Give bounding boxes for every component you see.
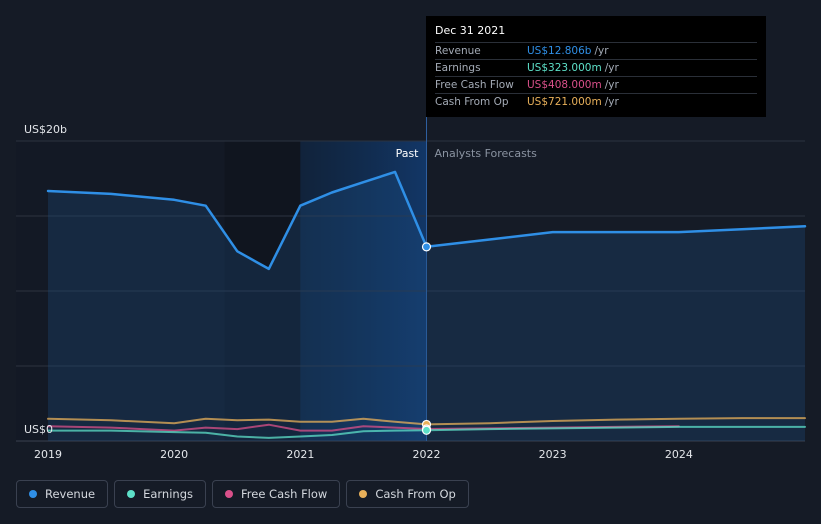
- legend-label: Earnings: [143, 487, 193, 501]
- revenue-line-past: [46, 170, 428, 271]
- free-cash-flow-dot-icon: [225, 490, 233, 498]
- tooltip-row: Earnings US$323.000m /yr: [435, 59, 757, 76]
- axis-labels: US$20b US$0 Past Analysts Forecasts 2019 2020…: [24, 123, 693, 461]
- tooltip: Dec 31 2021 Revenue US$12.806b /yr Earni…: [426, 16, 766, 117]
- legend-label: Cash From Op: [375, 487, 456, 501]
- forecast-label: Analysts Forecasts: [435, 147, 538, 160]
- tooltip-unit: /yr: [604, 62, 619, 74]
- revenue-line-forecast: [425, 225, 807, 249]
- cash-from-op-line-past: [47, 417, 428, 426]
- tooltip-value: US$721.000m: [527, 96, 602, 108]
- tooltip-row: Cash From Op US$721.000m /yr: [435, 93, 757, 110]
- tooltip-label: Free Cash Flow: [435, 79, 514, 91]
- legend-label: Revenue: [45, 487, 96, 501]
- tooltip-value: US$12.806b: [527, 45, 592, 57]
- legend-item-revenue[interactable]: Revenue: [16, 480, 109, 508]
- x-tick-label: 2020: [160, 448, 188, 461]
- tooltip-row: Free Cash Flow US$408.000m /yr: [435, 76, 757, 93]
- earnings-line-forecast: [425, 425, 806, 432]
- earnings-marker: [421, 425, 432, 435]
- tooltip-label: Cash From Op: [435, 96, 509, 108]
- tooltip-date: Dec 31 2021: [435, 24, 506, 37]
- legend-item-free-cash-flow[interactable]: Free Cash Flow: [212, 480, 341, 508]
- x-tick-label: 2019: [34, 448, 62, 461]
- tooltip-row: Revenue US$12.806b /yr: [435, 42, 757, 59]
- cash-from-op-line-forecast: [425, 417, 806, 426]
- y-axis-top-label: US$20b: [24, 123, 67, 136]
- x-tick-label: 2021: [286, 448, 314, 461]
- tooltip-unit: /yr: [604, 79, 619, 91]
- tooltip-label: Earnings: [435, 62, 481, 74]
- legend-label: Free Cash Flow: [241, 487, 328, 501]
- legend-item-cash-from-op[interactable]: Cash From Op: [346, 480, 469, 508]
- legend: Revenue Earnings Free Cash Flow Cash Fro…: [16, 480, 469, 508]
- earnings-dot-icon: [127, 490, 136, 498]
- revenue-dot-icon: [29, 490, 37, 498]
- free-cash-flow-line-past: [47, 423, 428, 432]
- x-tick-label: 2022: [413, 448, 441, 461]
- tooltip-label: Revenue: [435, 45, 481, 57]
- revenue-area: [48, 171, 805, 441]
- revenue-marker: [421, 242, 432, 252]
- x-tick-label: 2023: [539, 448, 567, 461]
- past-label: Past: [396, 147, 420, 160]
- tooltip-value: US$323.000m: [527, 62, 602, 74]
- tooltip-unit: /yr: [594, 45, 609, 57]
- series-layer: [46, 170, 807, 441]
- legend-item-earnings[interactable]: Earnings: [114, 480, 206, 508]
- chart: US$20b US$0 Past Analysts Forecasts 2019 2020…: [16, 16, 807, 461]
- tooltip-unit: /yr: [604, 96, 619, 108]
- x-tick-label: 2024: [665, 448, 693, 461]
- cash-from-op-dot-icon: [359, 490, 368, 498]
- y-axis-bottom-label: US$0: [24, 423, 53, 436]
- earnings-line-past: [47, 429, 428, 439]
- tooltip-value: US$408.000m: [527, 79, 602, 91]
- grid-lines: [16, 16, 805, 442]
